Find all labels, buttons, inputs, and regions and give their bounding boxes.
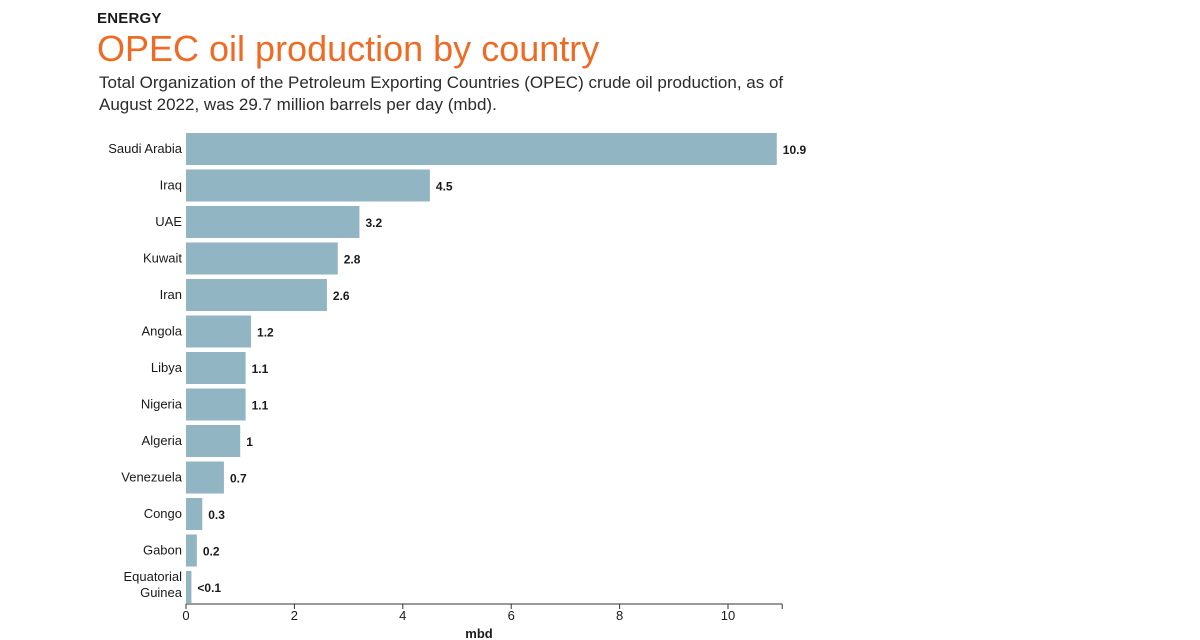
data-label: 1	[246, 435, 253, 449]
category-label: Venezuela	[121, 470, 182, 485]
data-label: 4.5	[436, 180, 453, 194]
category-label: Kuwait	[143, 251, 182, 266]
category-label: Equatorial Guinea	[123, 569, 182, 600]
x-axis-title: mbd	[465, 626, 493, 640]
chart-subtitle: Total Organization of the Petroleum Expo…	[99, 73, 784, 114]
category-label: Angola	[142, 324, 183, 339]
x-tick-label: 4	[399, 608, 406, 623]
x-tick-label: 8	[616, 608, 623, 623]
data-label: 0.3	[208, 508, 225, 522]
data-label: 0.7	[230, 472, 247, 486]
bar	[186, 279, 327, 311]
category-label: Iraq	[160, 178, 182, 193]
category-label: Congo	[144, 506, 182, 521]
bar	[186, 242, 338, 275]
section-kicker: ENERGY	[97, 10, 162, 27]
data-label: 1.1	[252, 362, 269, 376]
data-label: 10.9	[783, 143, 807, 157]
page-title: OPEC oil production by country	[97, 28, 600, 69]
data-label: 0.2	[203, 545, 220, 559]
bar	[186, 315, 252, 348]
category-label: Saudi Arabia	[108, 141, 182, 156]
data-label: 1.2	[257, 326, 274, 340]
x-tick-label: 2	[291, 608, 298, 623]
category-label: Iran	[160, 287, 182, 302]
category-label: Nigeria	[141, 397, 183, 412]
data-label: 1.1	[252, 399, 269, 413]
bar	[186, 498, 203, 530]
data-label: 2.8	[344, 253, 361, 267]
data-label: 3.2	[365, 216, 382, 230]
bar	[186, 352, 246, 384]
data-label: <0.1	[197, 581, 221, 595]
category-label: Libya	[151, 360, 183, 375]
bar	[186, 388, 246, 421]
bar	[186, 461, 224, 494]
bar	[186, 534, 197, 567]
bar	[186, 133, 777, 165]
bar	[186, 169, 430, 202]
category-label: Gabon	[143, 543, 182, 558]
x-tick-label: 6	[508, 608, 515, 623]
bar	[186, 571, 192, 603]
x-tick-label: 10	[721, 608, 735, 623]
category-label: Algeria	[142, 433, 183, 448]
category-label: UAE	[155, 214, 182, 229]
bar	[186, 206, 360, 238]
bar	[186, 425, 241, 457]
data-label: 2.6	[333, 289, 350, 303]
x-tick-label: 0	[182, 608, 189, 623]
